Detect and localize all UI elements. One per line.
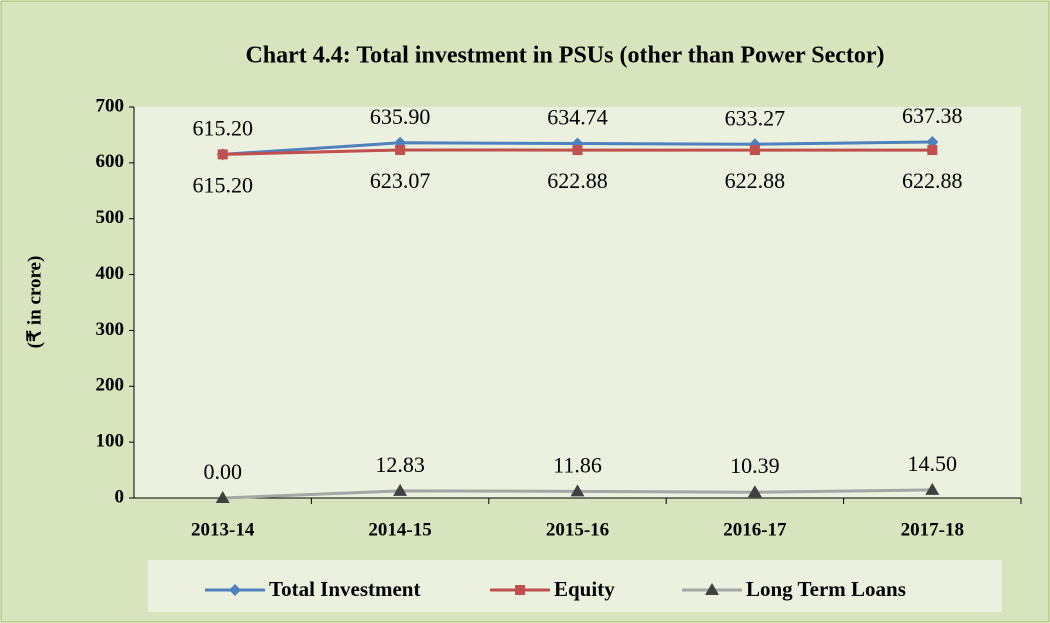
marker xyxy=(395,144,406,155)
marker xyxy=(572,145,583,156)
x-tick-label: 2013-14 xyxy=(191,519,255,540)
data-label: 622.88 xyxy=(902,168,963,193)
marker xyxy=(515,585,525,595)
data-label: 635.90 xyxy=(370,104,431,129)
data-label: 0.00 xyxy=(203,459,242,484)
y-tick-label: 500 xyxy=(96,207,125,228)
data-label: 615.20 xyxy=(192,172,253,197)
marker xyxy=(705,583,719,595)
y-tick-label: 400 xyxy=(96,263,125,284)
x-tick-label: 2015-16 xyxy=(546,519,609,540)
data-label: 14.50 xyxy=(908,451,958,476)
data-label: 10.39 xyxy=(730,453,780,478)
y-tick-label: 700 xyxy=(96,95,125,116)
marker xyxy=(217,149,228,160)
marker xyxy=(925,482,940,495)
data-label: 633.27 xyxy=(725,105,786,130)
data-label: 11.86 xyxy=(553,452,602,477)
legend-label: Equity xyxy=(554,577,615,601)
x-tick-label: 2016-17 xyxy=(723,519,787,540)
marker xyxy=(749,145,760,156)
y-tick-label: 200 xyxy=(96,375,125,396)
plot-area xyxy=(134,107,1021,498)
data-label: 637.38 xyxy=(902,103,963,128)
marker xyxy=(229,584,241,596)
x-tick-label: 2017-18 xyxy=(901,519,964,540)
y-tick-label: 0 xyxy=(115,486,125,507)
marker xyxy=(927,145,938,156)
marker xyxy=(570,484,585,497)
marker xyxy=(215,491,230,503)
y-tick-label: 100 xyxy=(96,431,125,452)
legend-label: Long Term Loans xyxy=(746,577,906,601)
data-label: 622.88 xyxy=(725,168,786,193)
marker xyxy=(393,483,408,496)
data-label: 622.88 xyxy=(547,168,608,193)
marker xyxy=(926,135,939,148)
data-label: 615.20 xyxy=(192,115,253,140)
y-axis-label: (₹ in crore) xyxy=(24,256,45,349)
legend-label: Total Investment xyxy=(269,577,420,601)
data-label: 12.83 xyxy=(375,452,425,477)
data-label: 623.07 xyxy=(370,168,431,193)
y-tick-label: 600 xyxy=(96,151,125,172)
x-tick-label: 2014-15 xyxy=(368,519,431,540)
marker xyxy=(747,485,762,498)
chart-title: Chart 4.4: Total investment in PSUs (oth… xyxy=(245,43,884,69)
y-tick-label: 300 xyxy=(96,319,125,340)
legend-box xyxy=(148,560,1002,612)
data-label: 634.74 xyxy=(547,104,608,129)
